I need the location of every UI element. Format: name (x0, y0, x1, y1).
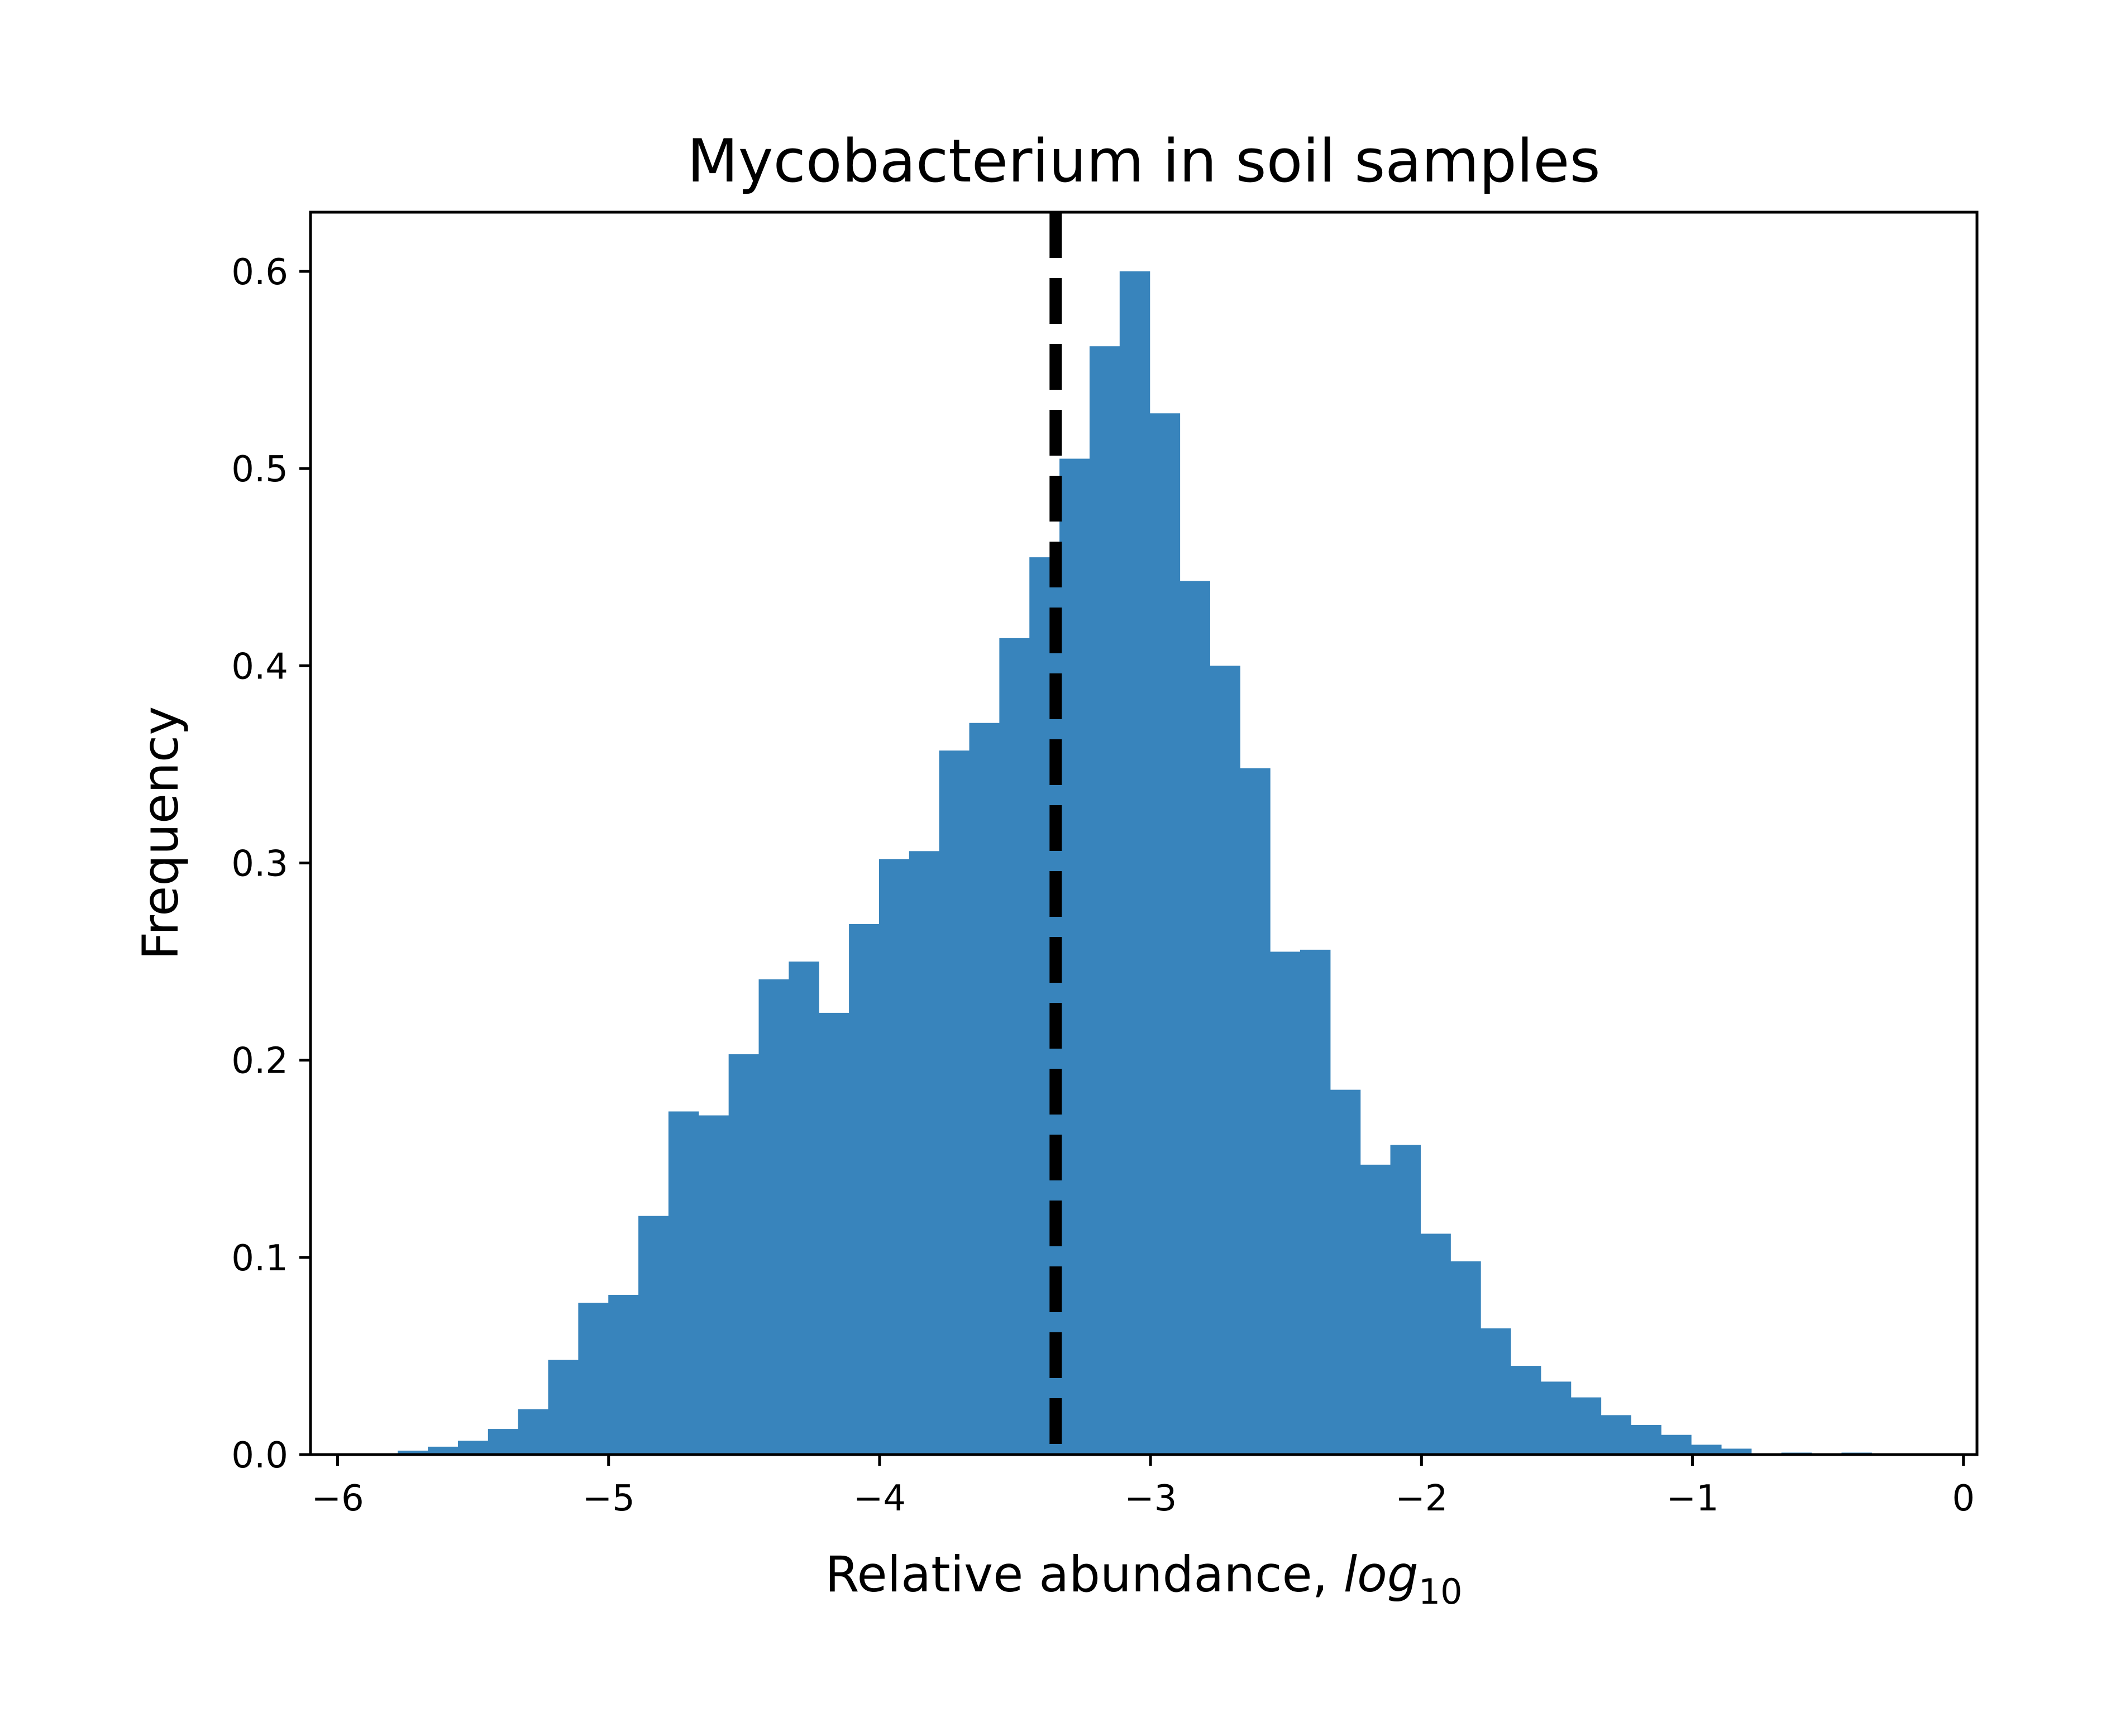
x-tick-label: −3 (1124, 1478, 1177, 1519)
histogram-bar (878, 859, 910, 1455)
histogram-bar (819, 1012, 849, 1455)
y-tick-label: 0.1 (231, 1238, 288, 1279)
y-tick-label: 0.4 (231, 646, 288, 687)
histogram-bar (728, 1054, 760, 1455)
histogram-bar (668, 1111, 699, 1455)
x-tick-label: −6 (311, 1478, 364, 1519)
histogram-bar (849, 924, 880, 1455)
histogram-bar (1119, 271, 1150, 1455)
histogram-bar (1270, 951, 1301, 1455)
histogram-bar (638, 1216, 669, 1455)
histogram-bar (1059, 458, 1090, 1455)
histogram-bar (1691, 1445, 1722, 1455)
histogram-bar (1631, 1425, 1661, 1455)
histogram-bar (1149, 413, 1181, 1455)
histogram-bar (698, 1115, 729, 1455)
histogram-bar (1510, 1366, 1541, 1455)
histogram-bar (578, 1303, 609, 1455)
histogram-bar (789, 962, 819, 1455)
histogram-bar (518, 1409, 549, 1455)
histogram-bar (1210, 666, 1240, 1455)
histogram-bar (909, 851, 940, 1455)
plot-frame (309, 211, 1979, 1456)
histogram-bar (1360, 1164, 1391, 1455)
y-tick-label: 0.6 (231, 252, 288, 293)
histogram-bar (398, 1450, 428, 1455)
histogram-bar (428, 1446, 459, 1455)
histogram-bar (608, 1294, 639, 1455)
histogram-bar (1601, 1415, 1631, 1455)
histogram-bar (1481, 1328, 1511, 1455)
chart-title: Mycobacterium in soil samples (687, 127, 1600, 195)
histogram-bar (758, 979, 789, 1455)
x-axis-label-math: log (1344, 1546, 1419, 1603)
histogram-bar (488, 1429, 519, 1455)
histogram-bar (1570, 1397, 1602, 1455)
histogram-bar (969, 723, 1000, 1455)
x-tick-label: −5 (582, 1478, 635, 1519)
y-tick-label: 0.2 (231, 1041, 288, 1082)
y-tick-label: 0.0 (231, 1435, 288, 1476)
histogram-bar (1450, 1261, 1481, 1455)
x-axis-label-text: Relative abundance, (825, 1546, 1343, 1603)
histogram-bar (548, 1360, 579, 1455)
histogram-bar (1240, 768, 1271, 1455)
histogram-bar (1390, 1145, 1421, 1455)
y-axis-ticks: 0.0 0.1 0.2 0.3 0.4 0.5 0.6 (231, 252, 311, 1476)
histogram-bar (1179, 581, 1210, 1455)
histogram-bar (1300, 949, 1331, 1455)
histogram-bar (1420, 1233, 1451, 1455)
histogram-bar (1540, 1381, 1572, 1455)
histogram-bar (999, 638, 1030, 1455)
y-tick-label: 0.5 (231, 449, 288, 490)
histogram-bar (1330, 1089, 1361, 1455)
histogram-bars (398, 271, 1872, 1455)
x-tick-label: −2 (1395, 1478, 1448, 1519)
histogram-bar (1661, 1434, 1692, 1455)
histogram-bar (457, 1441, 489, 1455)
x-tick-label: 0 (1952, 1478, 1975, 1519)
x-axis-label-subscript: 10 (1419, 1571, 1463, 1612)
x-tick-label: −4 (853, 1478, 906, 1519)
histogram-bar (939, 750, 970, 1455)
x-axis-label: Relative abundance, log10 (825, 1546, 1462, 1612)
histogram-bar (1089, 346, 1120, 1455)
x-tick-label: −1 (1666, 1478, 1718, 1519)
x-axis-ticks: −6 −5 −4 −3 −2 −1 0 (311, 1455, 1975, 1519)
y-tick-label: 0.3 (231, 843, 288, 884)
y-axis-label: Frequency (132, 706, 189, 960)
histogram-bar (1721, 1448, 1752, 1455)
